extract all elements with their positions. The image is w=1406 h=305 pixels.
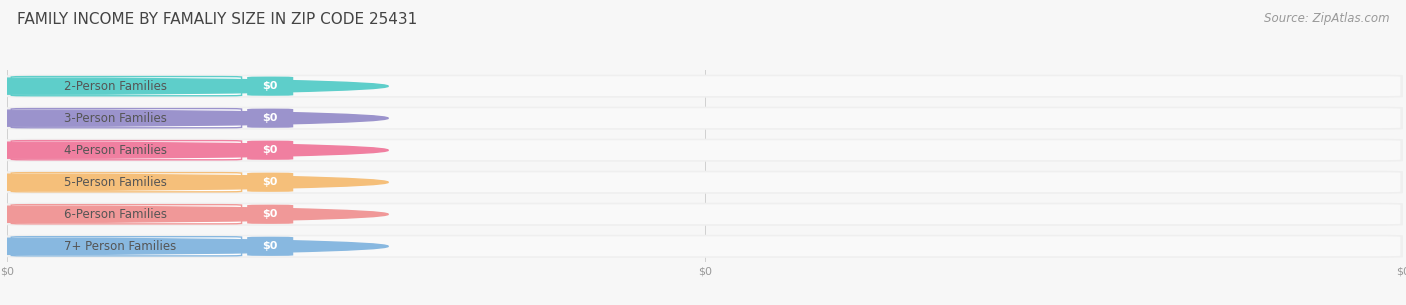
FancyBboxPatch shape bbox=[10, 108, 1400, 128]
Text: $0: $0 bbox=[263, 209, 278, 219]
Circle shape bbox=[0, 142, 388, 158]
Text: $0: $0 bbox=[263, 113, 278, 123]
Circle shape bbox=[0, 174, 388, 190]
Circle shape bbox=[0, 206, 388, 222]
Circle shape bbox=[0, 238, 388, 254]
FancyBboxPatch shape bbox=[7, 107, 1403, 130]
FancyBboxPatch shape bbox=[7, 139, 1403, 162]
FancyBboxPatch shape bbox=[10, 76, 1400, 96]
Circle shape bbox=[0, 78, 388, 94]
Text: 6-Person Families: 6-Person Families bbox=[65, 208, 167, 221]
FancyBboxPatch shape bbox=[7, 203, 1403, 226]
Circle shape bbox=[0, 110, 388, 126]
FancyBboxPatch shape bbox=[7, 235, 1403, 258]
Text: $0: $0 bbox=[263, 145, 278, 155]
FancyBboxPatch shape bbox=[11, 109, 242, 128]
Text: $0: $0 bbox=[263, 241, 278, 251]
FancyBboxPatch shape bbox=[7, 171, 1403, 194]
FancyBboxPatch shape bbox=[11, 237, 242, 256]
FancyBboxPatch shape bbox=[10, 172, 1400, 192]
FancyBboxPatch shape bbox=[247, 205, 294, 224]
FancyBboxPatch shape bbox=[10, 204, 1400, 224]
FancyBboxPatch shape bbox=[247, 173, 294, 192]
FancyBboxPatch shape bbox=[247, 109, 294, 128]
Text: FAMILY INCOME BY FAMALIY SIZE IN ZIP CODE 25431: FAMILY INCOME BY FAMALIY SIZE IN ZIP COD… bbox=[17, 12, 418, 27]
FancyBboxPatch shape bbox=[7, 75, 1403, 98]
Text: 3-Person Families: 3-Person Families bbox=[65, 112, 167, 125]
FancyBboxPatch shape bbox=[247, 77, 294, 96]
FancyBboxPatch shape bbox=[247, 141, 294, 160]
FancyBboxPatch shape bbox=[10, 140, 1400, 160]
Text: 7+ Person Families: 7+ Person Families bbox=[65, 240, 177, 253]
Text: Source: ZipAtlas.com: Source: ZipAtlas.com bbox=[1264, 12, 1389, 25]
FancyBboxPatch shape bbox=[11, 205, 242, 224]
FancyBboxPatch shape bbox=[11, 77, 242, 96]
Text: 4-Person Families: 4-Person Families bbox=[65, 144, 167, 157]
Text: 5-Person Families: 5-Person Families bbox=[65, 176, 167, 189]
FancyBboxPatch shape bbox=[247, 237, 294, 256]
FancyBboxPatch shape bbox=[11, 173, 242, 192]
FancyBboxPatch shape bbox=[11, 141, 242, 160]
Text: 2-Person Families: 2-Person Families bbox=[65, 80, 167, 93]
Text: $0: $0 bbox=[263, 177, 278, 187]
Text: $0: $0 bbox=[263, 81, 278, 91]
FancyBboxPatch shape bbox=[10, 236, 1400, 256]
